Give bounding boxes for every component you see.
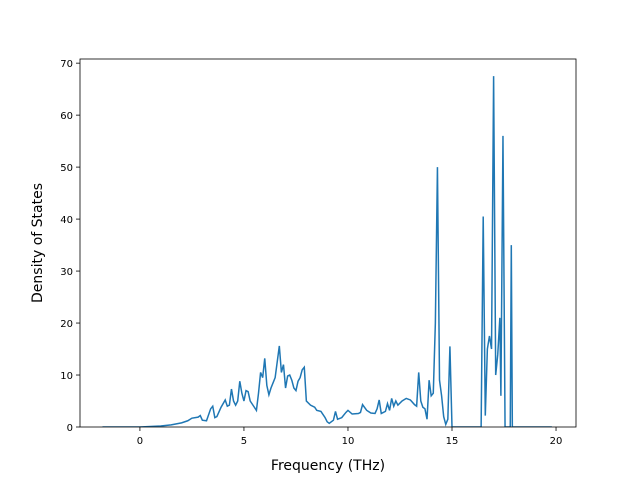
y-tick-label: 10 <box>60 371 73 382</box>
x-tick-label: 10 <box>342 436 355 447</box>
y-tick-label: 0 <box>67 423 73 434</box>
x-tick-label: 5 <box>241 436 247 447</box>
y-axis-label: Density of States <box>30 183 46 303</box>
x-tick-label: 15 <box>446 436 459 447</box>
y-tick-label: 60 <box>60 111 73 122</box>
y-tick-label: 20 <box>60 319 73 330</box>
plot-frame <box>79 58 577 428</box>
y-tick-label: 70 <box>60 59 73 70</box>
y-tick-label: 30 <box>60 267 73 278</box>
x-tick-label: 0 <box>137 436 143 447</box>
data-line <box>102 76 552 427</box>
x-tick-label: 20 <box>550 436 563 447</box>
y-tick-label: 40 <box>60 215 73 226</box>
x-axis-label: Frequency (THz) <box>271 458 385 474</box>
y-tick-label: 50 <box>60 163 73 174</box>
